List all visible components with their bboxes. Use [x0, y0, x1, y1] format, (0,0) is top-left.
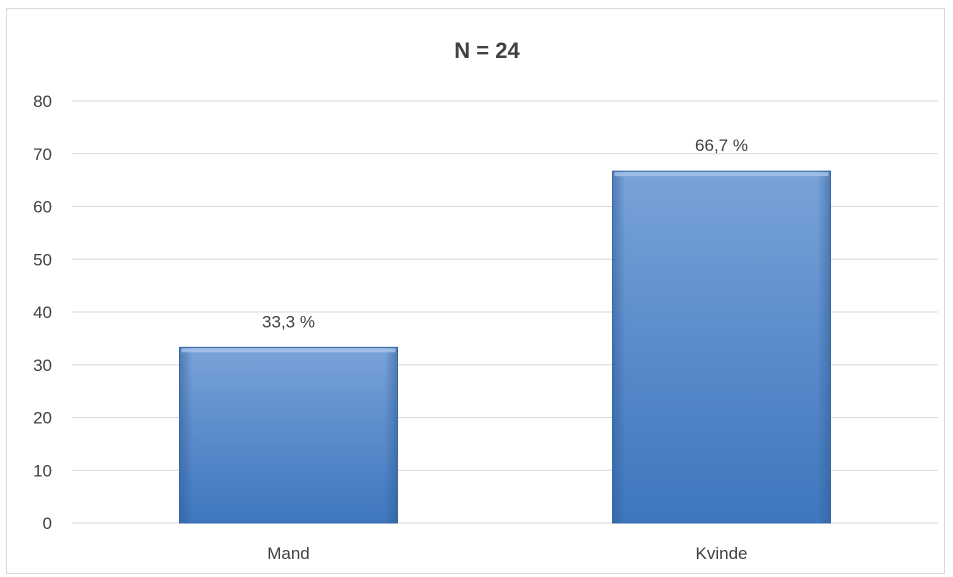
chart-title: N = 24: [454, 38, 520, 63]
bar-highlight: [614, 172, 829, 177]
y-tick-label: 80: [33, 92, 52, 111]
bars: 33,3 % 66,7 %: [179, 136, 831, 524]
bar-kvinde: [612, 170, 831, 524]
y-tick-label: 30: [33, 356, 52, 375]
y-tick-label: 40: [33, 303, 52, 322]
y-tick-label: 20: [33, 409, 52, 428]
data-label: 66,7 %: [695, 136, 748, 155]
x-tick-label: Kvinde: [696, 544, 748, 563]
bar-bevel: [179, 347, 398, 523]
x-tick-label: Mand: [267, 544, 310, 563]
data-label: 33,3 %: [262, 312, 315, 331]
bar-bevel: [612, 171, 831, 523]
x-axis: Mand Kvinde: [267, 544, 747, 563]
y-tick-label: 60: [33, 198, 52, 217]
y-tick-label: 70: [33, 145, 52, 164]
y-tick-label: 10: [33, 461, 52, 480]
y-axis: 0 10 20 30 40 50 60 70 80: [33, 92, 52, 533]
y-tick-label: 50: [33, 250, 52, 269]
y-tick-label: 0: [43, 514, 52, 533]
bar-mand: [179, 346, 398, 524]
bar-highlight: [181, 348, 396, 353]
